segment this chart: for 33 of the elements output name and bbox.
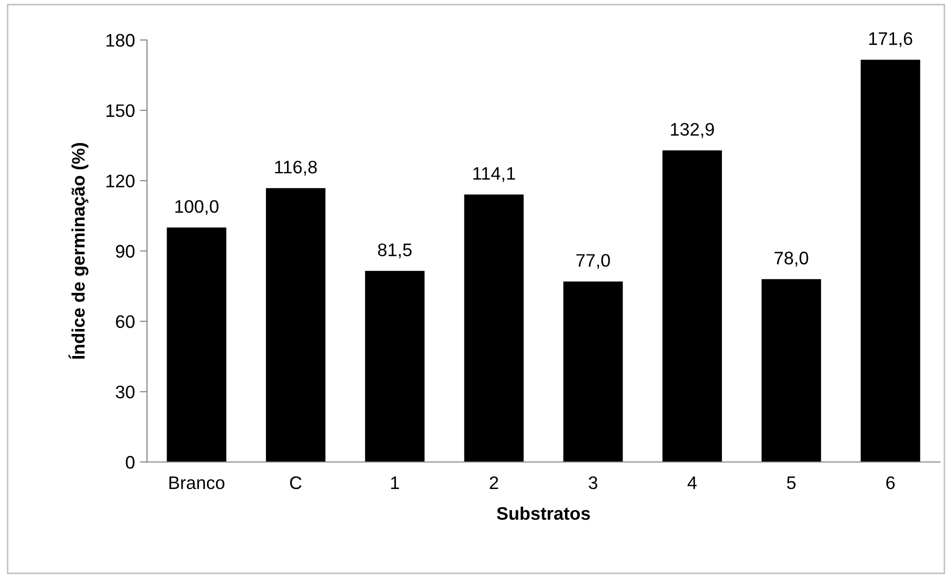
- x-tick-label: Branco: [169, 476, 224, 490]
- bar: [860, 60, 920, 462]
- y-tick-label: 0: [126, 456, 134, 469]
- bar: [166, 228, 226, 462]
- x-tick-label: 6: [886, 476, 895, 490]
- x-tick-label: 4: [688, 476, 697, 489]
- x-tick-label: 3: [588, 476, 598, 490]
- data-label: 116,8: [275, 160, 317, 176]
- data-label: 132,9: [670, 122, 714, 138]
- data-label: 81,5: [378, 243, 412, 258]
- y-tick-label: 180: [106, 34, 134, 47]
- x-tick-label: C: [290, 476, 302, 490]
- y-axis-title: Índice de germinação (%): [68, 143, 88, 359]
- bar: [464, 194, 524, 462]
- bar: [662, 150, 722, 462]
- data-label: 77,0: [576, 254, 610, 269]
- x-axis-title: Substratos: [496, 506, 590, 520]
- data-label: 114,1: [473, 167, 515, 182]
- y-tick-label: 150: [106, 104, 134, 118]
- x-tick-label: 2: [490, 476, 498, 489]
- data-label: 171,6: [869, 32, 912, 48]
- bar: [266, 188, 326, 462]
- y-tick-label: 30: [116, 386, 134, 398]
- y-tick-label: 120: [106, 174, 134, 188]
- bar: [563, 281, 623, 462]
- data-label: 78,0: [774, 252, 808, 267]
- data-label: 100,0: [175, 200, 218, 216]
- bar: [365, 270, 425, 462]
- y-tick-label: 90: [116, 244, 134, 258]
- y-tick-label: 60: [116, 315, 134, 328]
- x-tick-label: 5: [787, 476, 796, 490]
- bar: [762, 279, 822, 462]
- x-tick-label: 1: [391, 476, 399, 489]
